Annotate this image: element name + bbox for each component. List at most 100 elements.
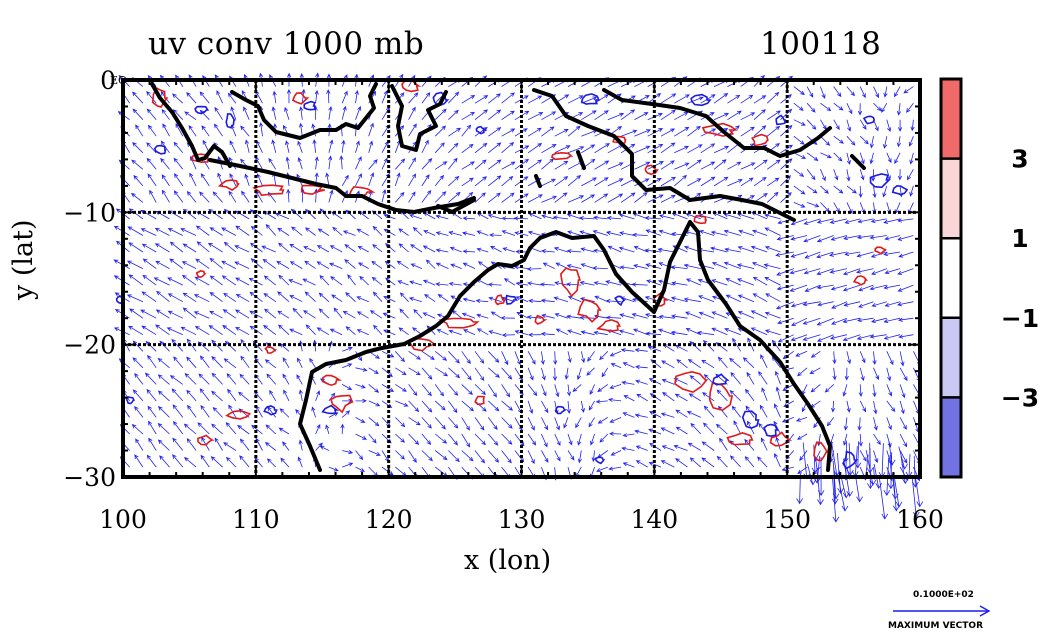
wind-vector	[146, 142, 157, 154]
wind-vector	[806, 102, 816, 113]
wind-vector	[354, 89, 359, 104]
wind-vector	[832, 460, 840, 500]
wind-vector	[410, 263, 423, 269]
wind-vector	[474, 95, 489, 104]
wind-vector	[736, 263, 755, 269]
wind-vector	[740, 177, 754, 187]
wind-vector	[802, 301, 821, 307]
wind-vector	[395, 384, 407, 392]
positive-contour	[596, 319, 622, 332]
wind-vector	[448, 329, 462, 336]
wind-vector	[541, 214, 555, 220]
wind-vector	[648, 461, 662, 468]
wind-vector	[289, 243, 303, 253]
wind-vector	[635, 379, 648, 385]
wind-vector	[752, 276, 768, 286]
wind-vector	[554, 128, 569, 137]
wind-vector	[645, 331, 662, 336]
wind-vector	[355, 156, 362, 170]
wind-vector	[897, 235, 914, 241]
positive-contour	[726, 432, 754, 446]
wind-vector	[567, 195, 585, 203]
wind-vector	[620, 192, 636, 203]
wind-vector	[717, 356, 728, 369]
wind-vector	[620, 348, 635, 353]
wind-vector	[674, 162, 690, 170]
wind-vector	[647, 194, 664, 203]
wind-vector	[488, 127, 502, 137]
wind-vector	[436, 329, 449, 336]
wind-vector	[541, 249, 555, 254]
wind-vector	[434, 191, 447, 203]
wind-vector	[660, 160, 675, 170]
wind-vector	[368, 140, 374, 153]
wind-vector	[750, 245, 768, 253]
wind-vector	[395, 400, 409, 407]
vector-key-value: 0.1000E+02	[913, 590, 974, 600]
wind-vector	[355, 367, 368, 372]
wind-vector	[408, 173, 417, 187]
wind-vector	[513, 216, 529, 221]
colorbar-segment	[941, 158, 961, 239]
wind-vector	[650, 359, 662, 369]
x-axis-label: x (lon)	[464, 545, 552, 576]
wind-vector	[622, 433, 635, 438]
wind-vector	[211, 390, 223, 402]
wind-vector	[886, 384, 893, 397]
negative-contour	[594, 456, 606, 465]
wind-vector	[434, 400, 446, 411]
wind-vector	[514, 158, 530, 170]
wind-vector	[896, 301, 914, 307]
wind-vector	[674, 393, 688, 402]
wind-vector	[766, 177, 780, 187]
wind-vector	[634, 161, 651, 170]
wind-vector	[771, 339, 781, 352]
plot-title: uv conv 1000 mb	[148, 26, 425, 62]
y-tick-label: −30	[63, 463, 116, 492]
wind-vector	[194, 326, 210, 336]
y-tick-label: 0	[100, 66, 116, 95]
wind-vector	[196, 241, 210, 253]
wind-vector	[541, 417, 549, 431]
wind-vector	[566, 249, 582, 254]
wind-vector	[597, 417, 609, 424]
wind-vector	[527, 95, 543, 104]
wind-vector	[589, 384, 595, 396]
wind-vector	[263, 275, 277, 286]
wind-vector	[737, 294, 755, 303]
wind-vector	[147, 354, 157, 369]
plot-date: 100118	[760, 26, 882, 62]
wind-vector	[476, 212, 489, 220]
wind-vector	[605, 298, 622, 304]
wind-vector	[526, 315, 542, 320]
wind-vector	[277, 227, 290, 236]
wind-vector	[474, 367, 485, 382]
wind-vector	[619, 265, 635, 270]
wind-vector	[384, 260, 396, 269]
wind-vector	[434, 417, 446, 430]
wind-vector	[421, 450, 433, 462]
wind-vector	[817, 301, 834, 307]
wind-vector	[408, 384, 418, 397]
wind-vector	[212, 191, 223, 203]
wind-vector	[303, 246, 316, 253]
wind-vector	[793, 152, 807, 159]
wind-vector	[844, 218, 861, 224]
wind-vector	[421, 400, 433, 413]
wind-vector	[435, 262, 449, 269]
wind-vector	[809, 367, 821, 374]
wind-vector	[662, 391, 675, 402]
wind-vector	[806, 202, 820, 208]
x-tick-label: 120	[365, 505, 413, 534]
wind-vector	[635, 460, 648, 468]
wind-vector	[554, 145, 571, 154]
wind-vector	[344, 244, 356, 253]
wind-vector	[180, 228, 197, 236]
wind-vector	[169, 258, 184, 269]
negative-contour	[225, 113, 236, 129]
wind-vector	[775, 251, 794, 257]
wind-vector	[572, 384, 582, 393]
wind-vector	[135, 438, 144, 451]
wind-vector	[501, 433, 513, 445]
wind-vector	[357, 262, 369, 269]
